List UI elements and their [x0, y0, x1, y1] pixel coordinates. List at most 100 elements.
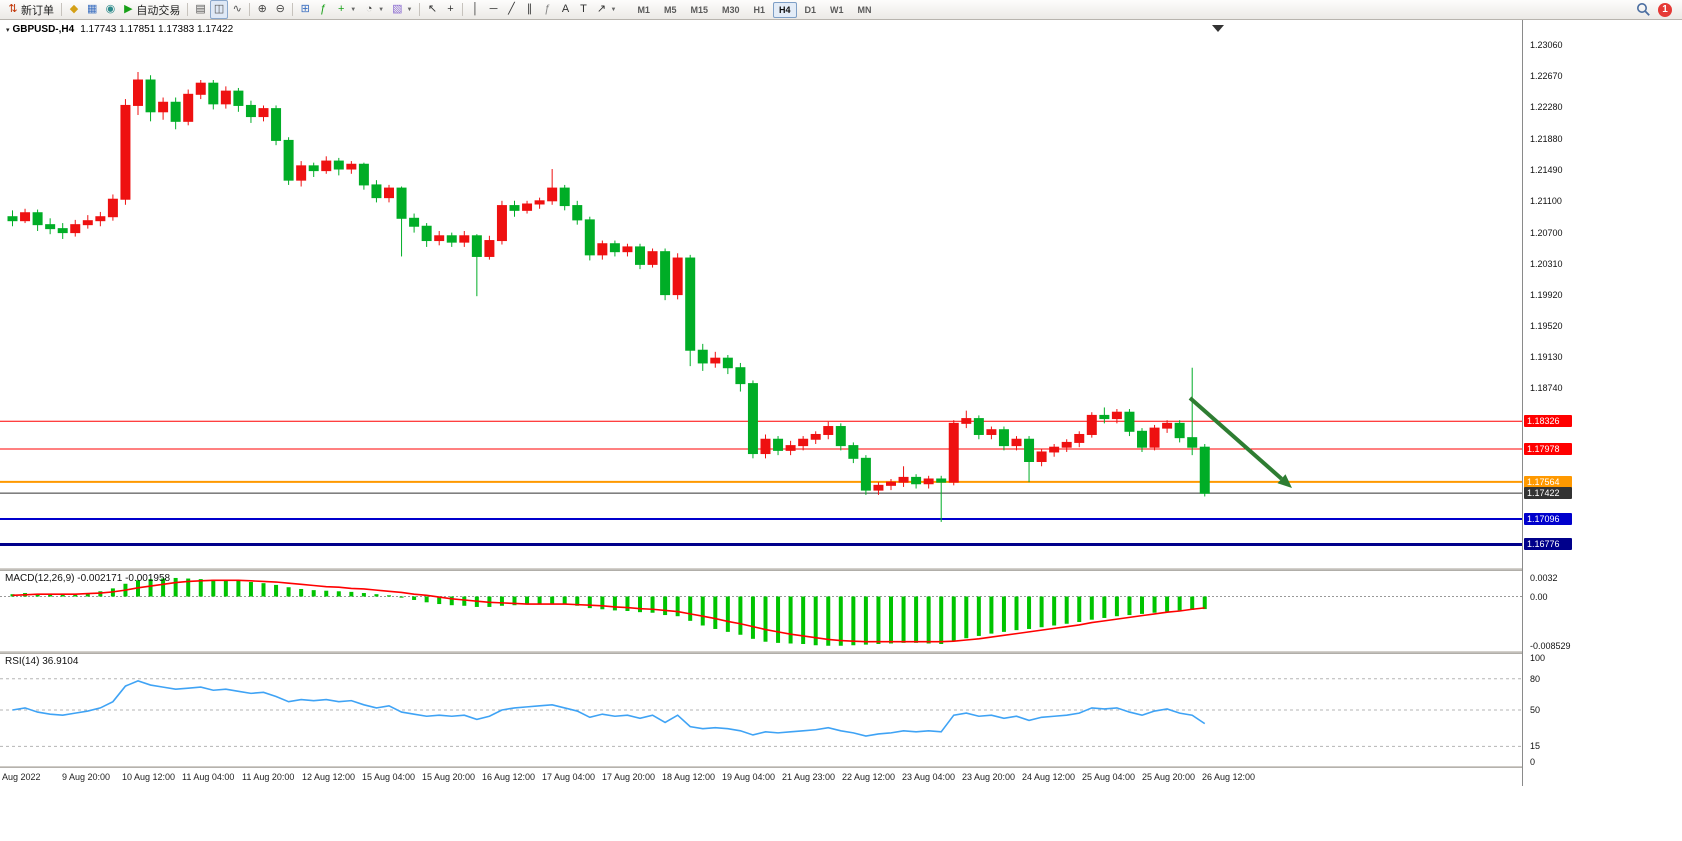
line-chart-mode-button[interactable]: ∿: [228, 0, 246, 19]
search-icon[interactable]: [1636, 2, 1651, 17]
price-scale-label: 1.21880: [1530, 133, 1563, 144]
market-watch-button[interactable]: ▦: [83, 0, 101, 19]
time-scale-label: 23 Aug 20:00: [962, 772, 1016, 782]
tile-windows-icon: ⊞: [300, 3, 310, 15]
new-chart-button[interactable]: + ▼: [332, 0, 360, 19]
community-button[interactable]: ◉: [101, 0, 119, 19]
panel-splitter[interactable]: [0, 651, 1682, 654]
notification-badge[interactable]: 1: [1658, 2, 1672, 17]
main-chart-panel[interactable]: ▾ GBPUSD-,H4 1.17743 1.17851 1.17383 1.174…: [0, 20, 1522, 568]
rsi-chart[interactable]: [0, 654, 1522, 766]
trend-arrow-annotation[interactable]: [1188, 396, 1292, 488]
toolbar-separator: [419, 3, 421, 16]
panel-splitter[interactable]: [0, 766, 1682, 768]
timeframe-m15-button[interactable]: M15: [690, 4, 708, 15]
crosshair-icon: +: [447, 3, 454, 15]
horizontal-line-icon: ─: [489, 3, 498, 15]
tile-windows-button[interactable]: ⊞: [296, 0, 314, 19]
time-scale-label: 9 Aug 20:00: [62, 772, 111, 782]
templates-button[interactable]: ▧ ▼: [388, 0, 416, 19]
price-scale-label: 1.19920: [1530, 289, 1563, 300]
zoom-in-button[interactable]: ⊕: [253, 0, 271, 19]
timeframe-m30-button[interactable]: M30: [721, 4, 740, 15]
new-order-label: 新订单: [21, 4, 54, 17]
timeframe-m1-button[interactable]: M1: [637, 4, 650, 15]
autotrading-label: 自动交易: [136, 4, 181, 17]
price-scale-label: 0.00: [1530, 591, 1548, 602]
time-scale-label: 25 Aug 20:00: [1142, 772, 1196, 782]
vertical-line-button[interactable]: │: [466, 0, 484, 19]
panel-splitter[interactable]: [0, 568, 1682, 571]
price-scale-label: -0.008529: [1530, 640, 1571, 651]
time-scale-label: 17 Aug 04:00: [542, 772, 596, 782]
price-scale-label: 1.21490: [1530, 164, 1563, 175]
time-scale-label: 12 Aug 12:00: [302, 772, 356, 782]
price-scale-label: 0: [1530, 757, 1536, 767]
price-scale-label: 1.22280: [1530, 102, 1563, 113]
timeframe-w1-button[interactable]: W1: [830, 4, 844, 15]
macd-panel[interactable]: MACD(12,26,9) -0.002171 -0.001958: [0, 571, 1522, 651]
rsi-label: RSI(14) 36.9104: [5, 656, 79, 667]
toolbar-right-group: 1: [1636, 2, 1678, 17]
time-scale-label: 24 Aug 12:00: [1022, 772, 1076, 782]
time-scale-label: 23 Aug 04:00: [902, 772, 956, 782]
chart-shift-marker[interactable]: [1212, 25, 1224, 32]
ohlc-values: 1.17743 1.17851 1.17383 1.17422: [80, 24, 234, 35]
macd-chart[interactable]: [0, 571, 1522, 651]
rsi-panel[interactable]: RSI(14) 36.9104: [0, 654, 1522, 766]
equidistant-channel-icon: ∥: [526, 3, 533, 15]
zoom-out-button[interactable]: ⊖: [271, 0, 289, 19]
price-tag: 1.17096: [1524, 513, 1572, 526]
arrows-button[interactable]: ↗ ▼: [592, 0, 620, 19]
crosshair-button[interactable]: +: [441, 0, 459, 19]
metaeditor-button[interactable]: ◆: [65, 0, 83, 19]
timeframe-h4-button[interactable]: H4: [773, 1, 797, 18]
time-scale-label: 26 Aug 12:00: [1202, 772, 1256, 782]
autotrading-button[interactable]: ▶ 自动交易: [119, 0, 184, 19]
fibonacci-button[interactable]: ƒ: [538, 0, 556, 19]
market-watch-icon: ▦: [87, 3, 98, 15]
indicators-button[interactable]: ƒ: [314, 0, 332, 19]
time-scale-label: 16 Aug 12:00: [482, 772, 536, 782]
time-scale-label: 15 Aug 20:00: [422, 772, 476, 782]
trendline-button[interactable]: ╱: [502, 0, 520, 19]
timeframe-h1-button[interactable]: H1: [753, 4, 766, 15]
equidistant-channel-button[interactable]: ∥: [520, 0, 538, 19]
candlestick-mode-button[interactable]: ◫: [209, 0, 229, 19]
templates-icon: ▧: [392, 3, 403, 15]
bar-chart-mode-button[interactable]: ▤: [191, 0, 209, 19]
periods-button[interactable]: ◔ ▼: [360, 0, 388, 19]
new-order-button[interactable]: ⇅ 新订单: [4, 0, 58, 19]
horizontal-line-button[interactable]: ─: [484, 0, 502, 19]
dropdown-caret-icon: ▼: [610, 6, 617, 13]
time-scale-label: 25 Aug 04:00: [1082, 772, 1136, 782]
text-label-button[interactable]: T: [574, 0, 592, 19]
symbol-timeframe-label: GBPUSD-,H4: [12, 24, 75, 35]
cursor-icon: ↖: [427, 3, 438, 15]
price-tag: 1.17422: [1524, 487, 1572, 500]
text-button[interactable]: A: [556, 0, 574, 19]
timeframe-m5-button[interactable]: M5: [663, 4, 677, 15]
time-scale-label: Aug 2022: [2, 772, 41, 782]
price-scale-label: 1.23060: [1530, 40, 1563, 51]
fibonacci-icon: ƒ: [544, 3, 551, 15]
time-scale[interactable]: Aug 2022 9 Aug 20:00 10 Aug 12:00 11 Aug 04…: [0, 768, 1522, 788]
text-icon: A: [561, 3, 570, 15]
vertical-line-icon: │: [472, 3, 479, 15]
indicators-icon: ƒ: [320, 3, 327, 15]
toolbar-separator: [462, 3, 464, 16]
price-tag: 1.17978: [1524, 442, 1572, 455]
candlestick-chart[interactable]: [0, 20, 1522, 568]
symbol-marker-icon: ▾: [6, 27, 10, 34]
timeframe-d1-button[interactable]: D1: [804, 4, 817, 15]
price-scale[interactable]: 1.23060 1.22670 1.22280 1.21880 1.21490 1.211…: [1522, 20, 1682, 786]
zoom-out-icon: ⊖: [275, 3, 285, 15]
level-lines: [0, 420, 1522, 546]
price-scale-label: 50: [1530, 705, 1541, 715]
price-scale-label: 1.20700: [1530, 227, 1563, 238]
cursor-button[interactable]: ↖: [423, 0, 441, 19]
price-scale-label: 15: [1530, 741, 1541, 752]
time-scale-label: 18 Aug 12:00: [662, 772, 716, 782]
timeframe-mn-button[interactable]: MN: [857, 4, 872, 15]
new-order-icon: ⇅: [8, 3, 18, 15]
